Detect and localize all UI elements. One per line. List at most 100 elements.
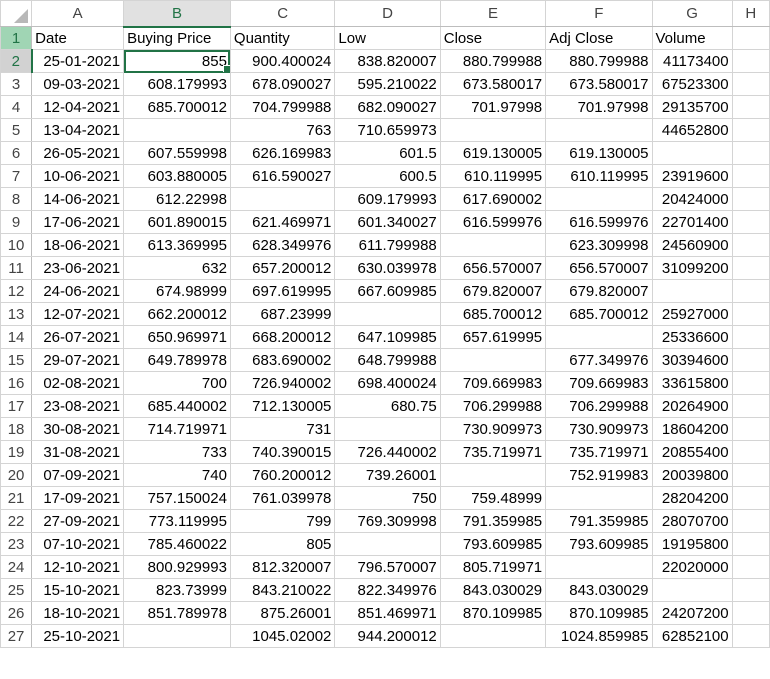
cell-a19[interactable]: 31-08-2021 — [31, 440, 125, 464]
cell-c14[interactable]: 668.200012 — [229, 325, 336, 349]
cell-c6[interactable]: 626.169983 — [229, 141, 336, 165]
cell-f27[interactable]: 1024.859985 — [545, 624, 653, 648]
cell-c13[interactable]: 687.23999 — [229, 302, 336, 326]
cell-c21[interactable]: 761.039978 — [229, 486, 336, 510]
cell-h12[interactable] — [731, 279, 770, 303]
cell-d14[interactable]: 647.109985 — [334, 325, 441, 349]
cell-c4[interactable]: 704.799988 — [229, 95, 336, 119]
row-header-5[interactable]: 5 — [0, 118, 33, 142]
row-header-20[interactable]: 20 — [0, 463, 33, 487]
row-header-8[interactable]: 8 — [0, 187, 33, 211]
cell-f22[interactable]: 791.359985 — [545, 509, 653, 533]
cell-a23[interactable]: 07-10-2021 — [31, 532, 125, 556]
cell-d23[interactable] — [334, 532, 441, 556]
column-header-c[interactable]: C — [229, 0, 336, 27]
row-header-9[interactable]: 9 — [0, 210, 33, 234]
cell-h19[interactable] — [731, 440, 770, 464]
cell-g24[interactable]: 22020000 — [651, 555, 733, 579]
cell-h26[interactable] — [731, 601, 770, 625]
cell-h6[interactable] — [731, 141, 770, 165]
cell-c19[interactable]: 740.390015 — [229, 440, 336, 464]
cell-g20[interactable]: 20039800 — [651, 463, 733, 487]
cell-g18[interactable]: 18604200 — [651, 417, 733, 441]
cell-e4[interactable]: 701.97998 — [439, 95, 547, 119]
cell-h15[interactable] — [731, 348, 770, 372]
cell-h1[interactable] — [731, 26, 770, 50]
cell-d6[interactable]: 601.5 — [334, 141, 441, 165]
row-header-24[interactable]: 24 — [0, 555, 33, 579]
row-header-27[interactable]: 27 — [0, 624, 33, 648]
column-header-e[interactable]: E — [439, 0, 547, 27]
cell-c11[interactable]: 657.200012 — [229, 256, 336, 280]
cell-a17[interactable]: 23-08-2021 — [31, 394, 125, 418]
cell-d2[interactable]: 838.820007 — [334, 49, 441, 73]
cell-h18[interactable] — [731, 417, 770, 441]
row-header-15[interactable]: 15 — [0, 348, 33, 372]
cell-g16[interactable]: 33615800 — [651, 371, 733, 395]
cell-b3[interactable]: 608.179993 — [123, 72, 231, 96]
cell-b9[interactable]: 601.890015 — [123, 210, 231, 234]
cell-e27[interactable] — [439, 624, 547, 648]
cell-d12[interactable]: 667.609985 — [334, 279, 441, 303]
cell-a6[interactable]: 26-05-2021 — [31, 141, 125, 165]
cell-h14[interactable] — [731, 325, 770, 349]
cell-h27[interactable] — [731, 624, 770, 648]
column-header-a[interactable]: A — [31, 0, 125, 27]
cell-h24[interactable] — [731, 555, 770, 579]
header-cell-e1[interactable]: Close — [439, 26, 547, 50]
cell-e7[interactable]: 610.119995 — [439, 164, 547, 188]
cell-a11[interactable]: 23-06-2021 — [31, 256, 125, 280]
cell-b13[interactable]: 662.200012 — [123, 302, 231, 326]
cell-d20[interactable]: 739.26001 — [334, 463, 441, 487]
cell-c8[interactable] — [229, 187, 336, 211]
cell-a26[interactable]: 18-10-2021 — [31, 601, 125, 625]
cell-e6[interactable]: 619.130005 — [439, 141, 547, 165]
cell-a21[interactable]: 17-09-2021 — [31, 486, 125, 510]
cell-g22[interactable]: 28070700 — [651, 509, 733, 533]
cell-b20[interactable]: 740 — [123, 463, 231, 487]
cell-g13[interactable]: 25927000 — [651, 302, 733, 326]
row-header-19[interactable]: 19 — [0, 440, 33, 464]
cell-e14[interactable]: 657.619995 — [439, 325, 547, 349]
cell-b26[interactable]: 851.789978 — [123, 601, 231, 625]
cell-d4[interactable]: 682.090027 — [334, 95, 441, 119]
cell-b5[interactable] — [123, 118, 231, 142]
cell-e21[interactable]: 759.48999 — [439, 486, 547, 510]
cell-e16[interactable]: 709.669983 — [439, 371, 547, 395]
cell-f2[interactable]: 880.799988 — [545, 49, 653, 73]
column-header-g[interactable]: G — [651, 0, 733, 27]
cell-f19[interactable]: 735.719971 — [545, 440, 653, 464]
row-header-1[interactable]: 1 — [0, 26, 33, 50]
row-header-3[interactable]: 3 — [0, 72, 33, 96]
cell-b25[interactable]: 823.73999 — [123, 578, 231, 602]
cell-g10[interactable]: 24560900 — [651, 233, 733, 257]
cell-d24[interactable]: 796.570007 — [334, 555, 441, 579]
cell-c3[interactable]: 678.090027 — [229, 72, 336, 96]
cell-a13[interactable]: 12-07-2021 — [31, 302, 125, 326]
cell-a9[interactable]: 17-06-2021 — [31, 210, 125, 234]
cell-e20[interactable] — [439, 463, 547, 487]
cell-e10[interactable] — [439, 233, 547, 257]
row-header-13[interactable]: 13 — [0, 302, 33, 326]
cell-e12[interactable]: 679.820007 — [439, 279, 547, 303]
cell-h7[interactable] — [731, 164, 770, 188]
cell-e19[interactable]: 735.719971 — [439, 440, 547, 464]
cell-f3[interactable]: 673.580017 — [545, 72, 653, 96]
cell-b27[interactable] — [123, 624, 231, 648]
cell-a16[interactable]: 02-08-2021 — [31, 371, 125, 395]
cell-b16[interactable]: 700 — [123, 371, 231, 395]
header-cell-a1[interactable]: Date — [31, 26, 125, 50]
header-cell-d1[interactable]: Low — [334, 26, 441, 50]
cell-a8[interactable]: 14-06-2021 — [31, 187, 125, 211]
cell-d11[interactable]: 630.039978 — [334, 256, 441, 280]
cell-e17[interactable]: 706.299988 — [439, 394, 547, 418]
cell-g12[interactable] — [651, 279, 733, 303]
cell-h2[interactable] — [731, 49, 770, 73]
cell-h23[interactable] — [731, 532, 770, 556]
cell-e25[interactable]: 843.030029 — [439, 578, 547, 602]
header-cell-g1[interactable]: Volume — [651, 26, 733, 50]
cell-f17[interactable]: 706.299988 — [545, 394, 653, 418]
cell-g19[interactable]: 20855400 — [651, 440, 733, 464]
cell-d17[interactable]: 680.75 — [334, 394, 441, 418]
cell-c27[interactable]: 1045.02002 — [229, 624, 336, 648]
